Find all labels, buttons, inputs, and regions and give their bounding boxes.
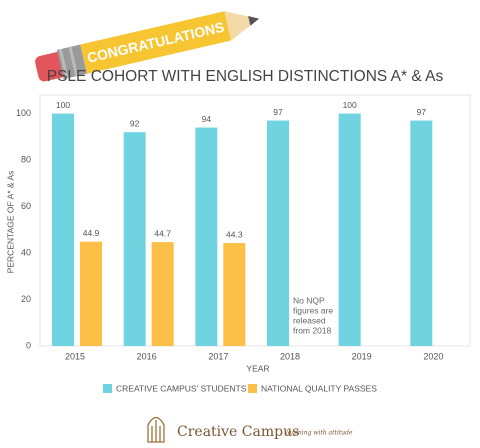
- bar: [151, 242, 174, 346]
- value-label: 44.7: [154, 228, 171, 238]
- x-tick-label: 2015: [65, 351, 85, 361]
- x-tick-label: 2016: [137, 351, 157, 361]
- value-label: 44.3: [226, 229, 243, 239]
- value-label: 92: [130, 118, 140, 128]
- plot-frame: [39, 94, 471, 347]
- bar: [267, 120, 289, 346]
- annotation: figures are: [293, 305, 333, 315]
- legend-label: NATIONAL QUALITY PASSES: [261, 383, 377, 393]
- y-tick-label: 80: [21, 154, 31, 164]
- y-tick-label: 100: [16, 108, 31, 118]
- x-tick-label: 2019: [352, 351, 372, 361]
- x-tick-label: 2020: [423, 351, 443, 361]
- value-label: 100: [56, 100, 70, 110]
- legend-swatch: [103, 384, 112, 393]
- value-label: 100: [343, 100, 357, 110]
- bar: [338, 113, 361, 346]
- y-tick-label: 20: [21, 294, 31, 304]
- logo: Creative Campus learning with attitude: [147, 416, 353, 443]
- annotation: from 2018: [293, 325, 332, 335]
- bar: [410, 120, 433, 346]
- bar: [80, 241, 102, 346]
- bar: [223, 243, 246, 346]
- y-tick-label: 0: [26, 340, 31, 350]
- bar: [123, 132, 146, 346]
- x-axis-label: YEAR: [246, 363, 269, 373]
- y-tick-label: 40: [21, 247, 31, 257]
- x-tick-label: 2017: [208, 351, 228, 361]
- x-tick-label: 2018: [280, 351, 300, 361]
- value-label: 44.9: [83, 228, 100, 238]
- logo-tagline: learning with attitude: [286, 430, 353, 437]
- legend-label: CREATIVE CAMPUS' STUDENTS: [116, 383, 247, 393]
- value-label: 97: [417, 107, 427, 117]
- chart-title: PSLE COHORT WITH ENGLISH DISTINCTIONS A*…: [47, 68, 444, 85]
- bar: [52, 113, 74, 346]
- annotation: released: [293, 315, 326, 325]
- annotation: No NQP: [293, 295, 325, 305]
- legend-swatch: [248, 384, 257, 393]
- bar: [195, 127, 218, 346]
- logo-name: Creative Campus: [177, 424, 299, 440]
- y-axis-label: PERCENTAGE OF A* & As: [5, 171, 15, 274]
- value-label: 97: [273, 107, 283, 117]
- y-tick-label: 60: [21, 201, 31, 211]
- value-label: 94: [202, 114, 212, 124]
